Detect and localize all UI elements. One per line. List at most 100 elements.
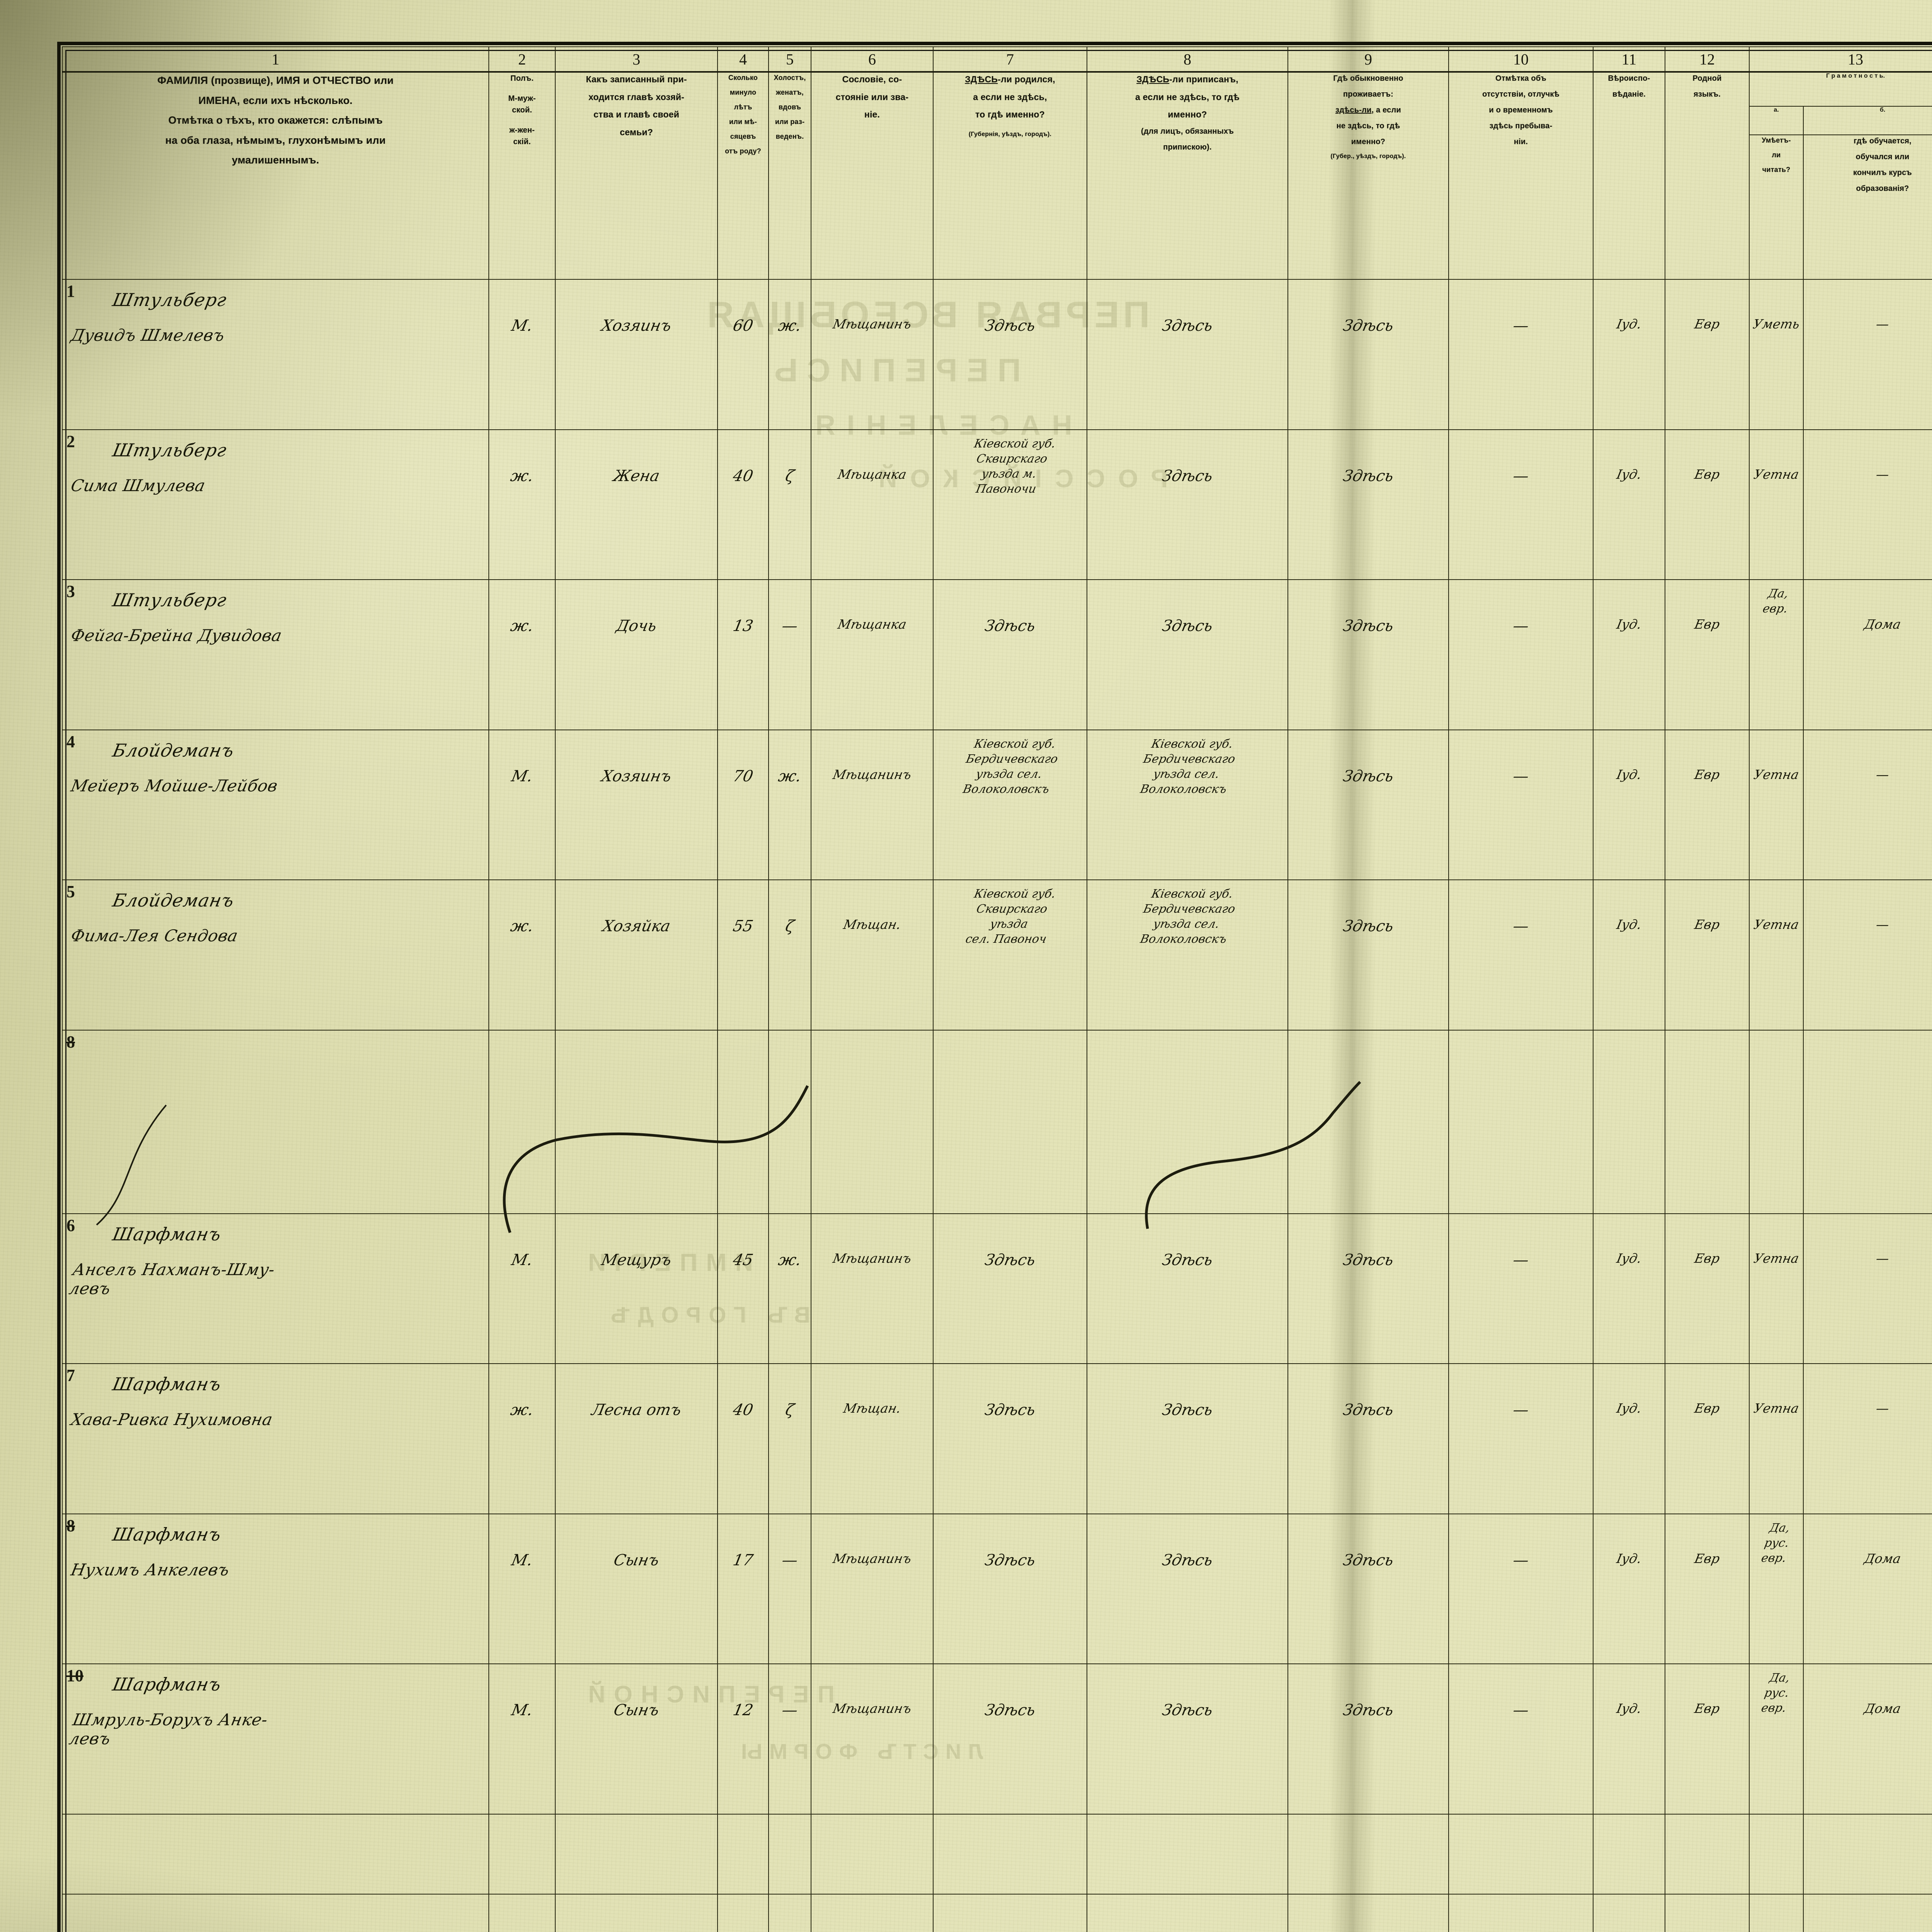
cell-residence[interactable]: Здѣсь <box>1288 279 1449 429</box>
cell-sex[interactable]: М. <box>489 1514 555 1664</box>
cell-estate[interactable] <box>811 1030 933 1214</box>
cell-absence[interactable]: — <box>1449 279 1593 429</box>
cell-registered[interactable]: Здѣсь <box>1087 1664 1288 1814</box>
cell-relation[interactable]: Лесна отъ <box>555 1364 718 1514</box>
cell-sex[interactable]: ж. <box>489 580 555 730</box>
cell-relation[interactable]: Жена <box>555 430 718 580</box>
table-row[interactable]: 2 Штульберг Сима Шмулева ж. Жена 40 ζ Мѣщанка Кi… <box>62 430 1932 580</box>
cell-marital[interactable]: — <box>769 580 811 730</box>
cell-religion[interactable]: Iуд. <box>1593 279 1665 429</box>
table-row[interactable]: 1 Штульберг Дувидъ Шмелевъ М. Хозяинъ 60 ж. Мѣщ… <box>62 279 1932 429</box>
cell-literacy-read[interactable]: Да, евр. <box>1749 580 1803 730</box>
cell-sex[interactable]: М. <box>489 730 555 880</box>
table-row[interactable]: 3 Штульберг Фейга-Брейна Дувидова ж. Дочь 13—… <box>62 580 1932 730</box>
cell-language[interactable] <box>1665 1030 1749 1214</box>
cell-name[interactable]: 6 Шарфманъ Анселъ Нахманъ-Шму- левъ <box>62 1214 489 1364</box>
cell-residence[interactable]: Здѣсь <box>1288 430 1449 580</box>
cell-literacy-where[interactable]: — <box>1803 1364 1932 1514</box>
cell-age[interactable]: 12 <box>718 1664 769 1814</box>
cell-literacy-read[interactable]: Уметь <box>1749 279 1803 429</box>
cell-marital[interactable]: ж. <box>769 730 811 880</box>
cell-marital[interactable]: ζ <box>769 1364 811 1514</box>
cell-sex[interactable]: ж. <box>489 430 555 580</box>
cell-language[interactable]: Евр <box>1665 1514 1749 1664</box>
cell-estate[interactable]: Мѣщан. <box>811 880 933 1030</box>
cell-age[interactable]: 40 <box>718 1364 769 1514</box>
cell-literacy-read[interactable]: Уетна <box>1749 730 1803 880</box>
cell-age[interactable]: 55 <box>718 880 769 1030</box>
cell-residence[interactable]: Здѣсь <box>1288 1214 1449 1364</box>
cell-literacy-where[interactable]: Дома <box>1803 580 1932 730</box>
cell-religion[interactable]: Iуд. <box>1593 730 1665 880</box>
cell-registered[interactable]: Здѣсь <box>1087 1364 1288 1514</box>
cell-age[interactable]: 45 <box>718 1214 769 1364</box>
cell-relation[interactable]: Хозяинъ <box>555 279 718 429</box>
cell-birthplace[interactable]: Здѣсь <box>933 1364 1087 1514</box>
cell-absence[interactable]: — <box>1449 1364 1593 1514</box>
cell-religion[interactable]: Iуд. <box>1593 430 1665 580</box>
cell-marital[interactable]: ζ <box>769 430 811 580</box>
cell-relation[interactable]: Сынъ <box>555 1664 718 1814</box>
cell-estate[interactable]: Мѣщанинъ <box>811 1664 933 1814</box>
cell-religion[interactable]: Iуд. <box>1593 1214 1665 1364</box>
cell-literacy-where[interactable]: — <box>1803 279 1932 429</box>
cell-sex[interactable]: М. <box>489 1664 555 1814</box>
cell-registered[interactable]: Здѣсь <box>1087 279 1288 429</box>
cell-registered[interactable]: Здѣсь <box>1087 1514 1288 1664</box>
cell-age[interactable] <box>718 1030 769 1214</box>
cell-age[interactable]: 70 <box>718 730 769 880</box>
cell-registered[interactable]: Здѣсь <box>1087 1214 1288 1364</box>
cell-age[interactable]: 40 <box>718 430 769 580</box>
cell-absence[interactable]: — <box>1449 880 1593 1030</box>
cell-marital[interactable]: ж. <box>769 279 811 429</box>
cell-sex[interactable]: М. <box>489 1214 555 1364</box>
cell-absence[interactable]: — <box>1449 730 1593 880</box>
cell-residence[interactable]: Здѣсь <box>1288 1664 1449 1814</box>
cell-registered[interactable]: Здѣсь <box>1087 580 1288 730</box>
cell-name[interactable]: 8 Шарфманъ Нухимъ Анкелевъ <box>62 1514 489 1664</box>
cell-residence[interactable]: Здѣсь <box>1288 580 1449 730</box>
cell-literacy-read[interactable] <box>1749 1030 1803 1214</box>
cell-language[interactable]: Евр <box>1665 1364 1749 1514</box>
cell-religion[interactable]: Iуд. <box>1593 1664 1665 1814</box>
cell-name[interactable]: 10 Шарфманъ Шмруль-Борухъ Анке- левъ <box>62 1664 489 1814</box>
cell-birthplace[interactable]: Здѣсь <box>933 1664 1087 1814</box>
cell-residence[interactable]: Здѣсь <box>1288 880 1449 1030</box>
cell-estate[interactable]: Мѣщан. <box>811 1364 933 1514</box>
cell-marital[interactable]: ж. <box>769 1214 811 1364</box>
cell-birthplace[interactable]: Здѣсь <box>933 1514 1087 1664</box>
cell-absence[interactable]: — <box>1449 1214 1593 1364</box>
cell-birthplace[interactable]: Кiевской губ. Сквирскаго уѣзда сел. Паво… <box>933 880 1087 1030</box>
cell-relation[interactable]: Сынъ <box>555 1514 718 1664</box>
cell-absence[interactable] <box>1449 1030 1593 1214</box>
cell-name[interactable]: 5 Блойдеманъ Фима-Лея Сендова <box>62 880 489 1030</box>
cell-marital[interactable]: — <box>769 1514 811 1664</box>
cell-birthplace[interactable]: Здѣсь <box>933 580 1087 730</box>
cell-literacy-where[interactable]: — <box>1803 880 1932 1030</box>
cell-religion[interactable]: Iуд. <box>1593 1514 1665 1664</box>
cell-literacy-where[interactable] <box>1803 1030 1932 1214</box>
cell-birthplace[interactable]: Здѣсь <box>933 1214 1087 1364</box>
cell-registered[interactable]: Кiевской губ. Бердичевскаго уѣзда сел. В… <box>1087 880 1288 1030</box>
cell-estate[interactable]: Мѣщанка <box>811 580 933 730</box>
cell-literacy-read[interactable]: Уетна <box>1749 430 1803 580</box>
cell-residence[interactable] <box>1288 1030 1449 1214</box>
cell-birthplace[interactable]: Кiевской губ. Бердичевскаго уѣзда сел. В… <box>933 730 1087 880</box>
cell-absence[interactable]: — <box>1449 580 1593 730</box>
table-row[interactable]: 5 Блойдеманъ Фима-Лея Сендова ж. Хозяйка 55 ζ М… <box>62 880 1932 1030</box>
cell-religion[interactable]: Iуд. <box>1593 1364 1665 1514</box>
cell-relation[interactable] <box>555 1030 718 1214</box>
cell-age[interactable]: 13 <box>718 580 769 730</box>
cell-registered[interactable]: Кiевской губ. Бердичевскаго уѣзда сел. В… <box>1087 730 1288 880</box>
cell-religion[interactable] <box>1593 1030 1665 1214</box>
cell-language[interactable]: Евр <box>1665 580 1749 730</box>
cell-birthplace[interactable]: Здѣсь <box>933 279 1087 429</box>
cell-absence[interactable]: — <box>1449 1664 1593 1814</box>
cell-absence[interactable]: — <box>1449 1514 1593 1664</box>
cell-relation[interactable]: Хозяинъ <box>555 730 718 880</box>
cell-marital[interactable] <box>769 1030 811 1214</box>
cell-literacy-where[interactable]: Дома <box>1803 1514 1932 1664</box>
table-row[interactable]: 6 Шарфманъ Анселъ Нахманъ-Шму- левъ М. Мещур… <box>62 1214 1932 1364</box>
cell-language[interactable]: Евр <box>1665 1664 1749 1814</box>
cell-literacy-where[interactable]: — <box>1803 430 1932 580</box>
